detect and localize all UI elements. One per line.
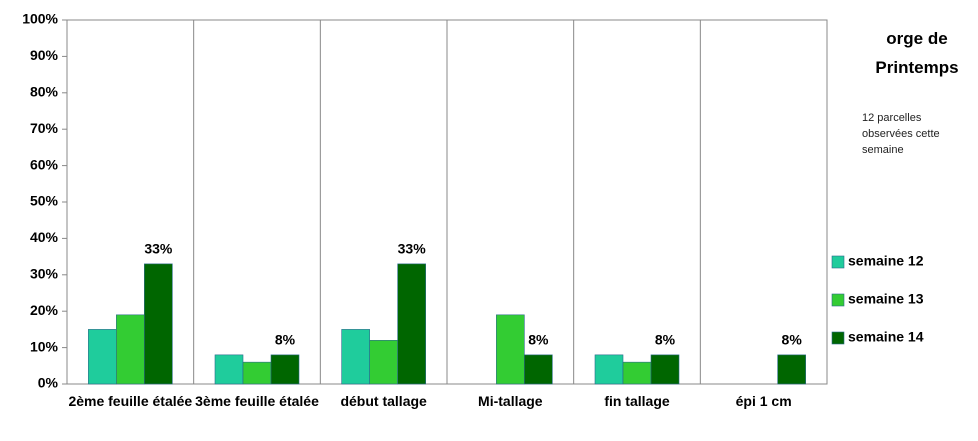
- x-tick-label: fin tallage: [604, 393, 670, 409]
- x-tick-label: épi 1 cm: [735, 393, 792, 409]
- bar: [144, 263, 173, 385]
- data-label: 8%: [528, 332, 549, 348]
- data-label: 8%: [655, 332, 676, 348]
- y-tick-label: 30%: [30, 266, 59, 282]
- bar: [594, 354, 624, 385]
- data-label: 8%: [275, 332, 296, 348]
- data-label: 8%: [782, 332, 803, 348]
- x-tick-label: début tallage: [340, 393, 427, 409]
- bar: [214, 354, 244, 385]
- x-tick-label: 2ème feuille étalée: [68, 393, 193, 409]
- legend-swatch: [831, 255, 845, 269]
- y-tick-label: 40%: [30, 229, 59, 245]
- y-tick-label: 90%: [30, 47, 59, 63]
- bar: [777, 354, 806, 385]
- y-tick-label: 20%: [30, 302, 59, 318]
- y-tick-label: 60%: [30, 156, 59, 172]
- x-tick-label: Mi-tallage: [478, 393, 543, 409]
- chart-title: orge de Printemps: [875, 29, 959, 77]
- x-tick-label: 3ème feuille étalée: [195, 393, 319, 409]
- bar: [242, 361, 272, 385]
- legend-label: semaine 14: [848, 329, 924, 345]
- chart-subtitle: 12 parcelles observées cette semaine: [862, 112, 940, 156]
- bar: [88, 329, 117, 385]
- bar: [397, 263, 426, 385]
- legend-swatch: [831, 293, 845, 307]
- bar: [369, 340, 398, 385]
- y-tick-label: 80%: [30, 84, 59, 100]
- y-tick-label: 70%: [30, 120, 59, 136]
- y-tick-label: 100%: [22, 11, 58, 27]
- bar: [650, 354, 680, 385]
- data-label: 33%: [398, 241, 427, 257]
- bar: [116, 314, 145, 385]
- y-tick-label: 10%: [30, 338, 59, 354]
- y-tick-label: 50%: [30, 193, 59, 209]
- bar: [496, 314, 525, 385]
- bar: [622, 361, 652, 385]
- legend-swatch: [831, 331, 845, 345]
- data-label: 33%: [144, 241, 173, 257]
- legend-label: semaine 12: [848, 253, 924, 269]
- bar: [341, 329, 370, 385]
- y-tick-label: 0%: [38, 375, 59, 391]
- bar: [270, 354, 300, 385]
- bar: [524, 354, 553, 385]
- legend-label: semaine 13: [848, 291, 924, 307]
